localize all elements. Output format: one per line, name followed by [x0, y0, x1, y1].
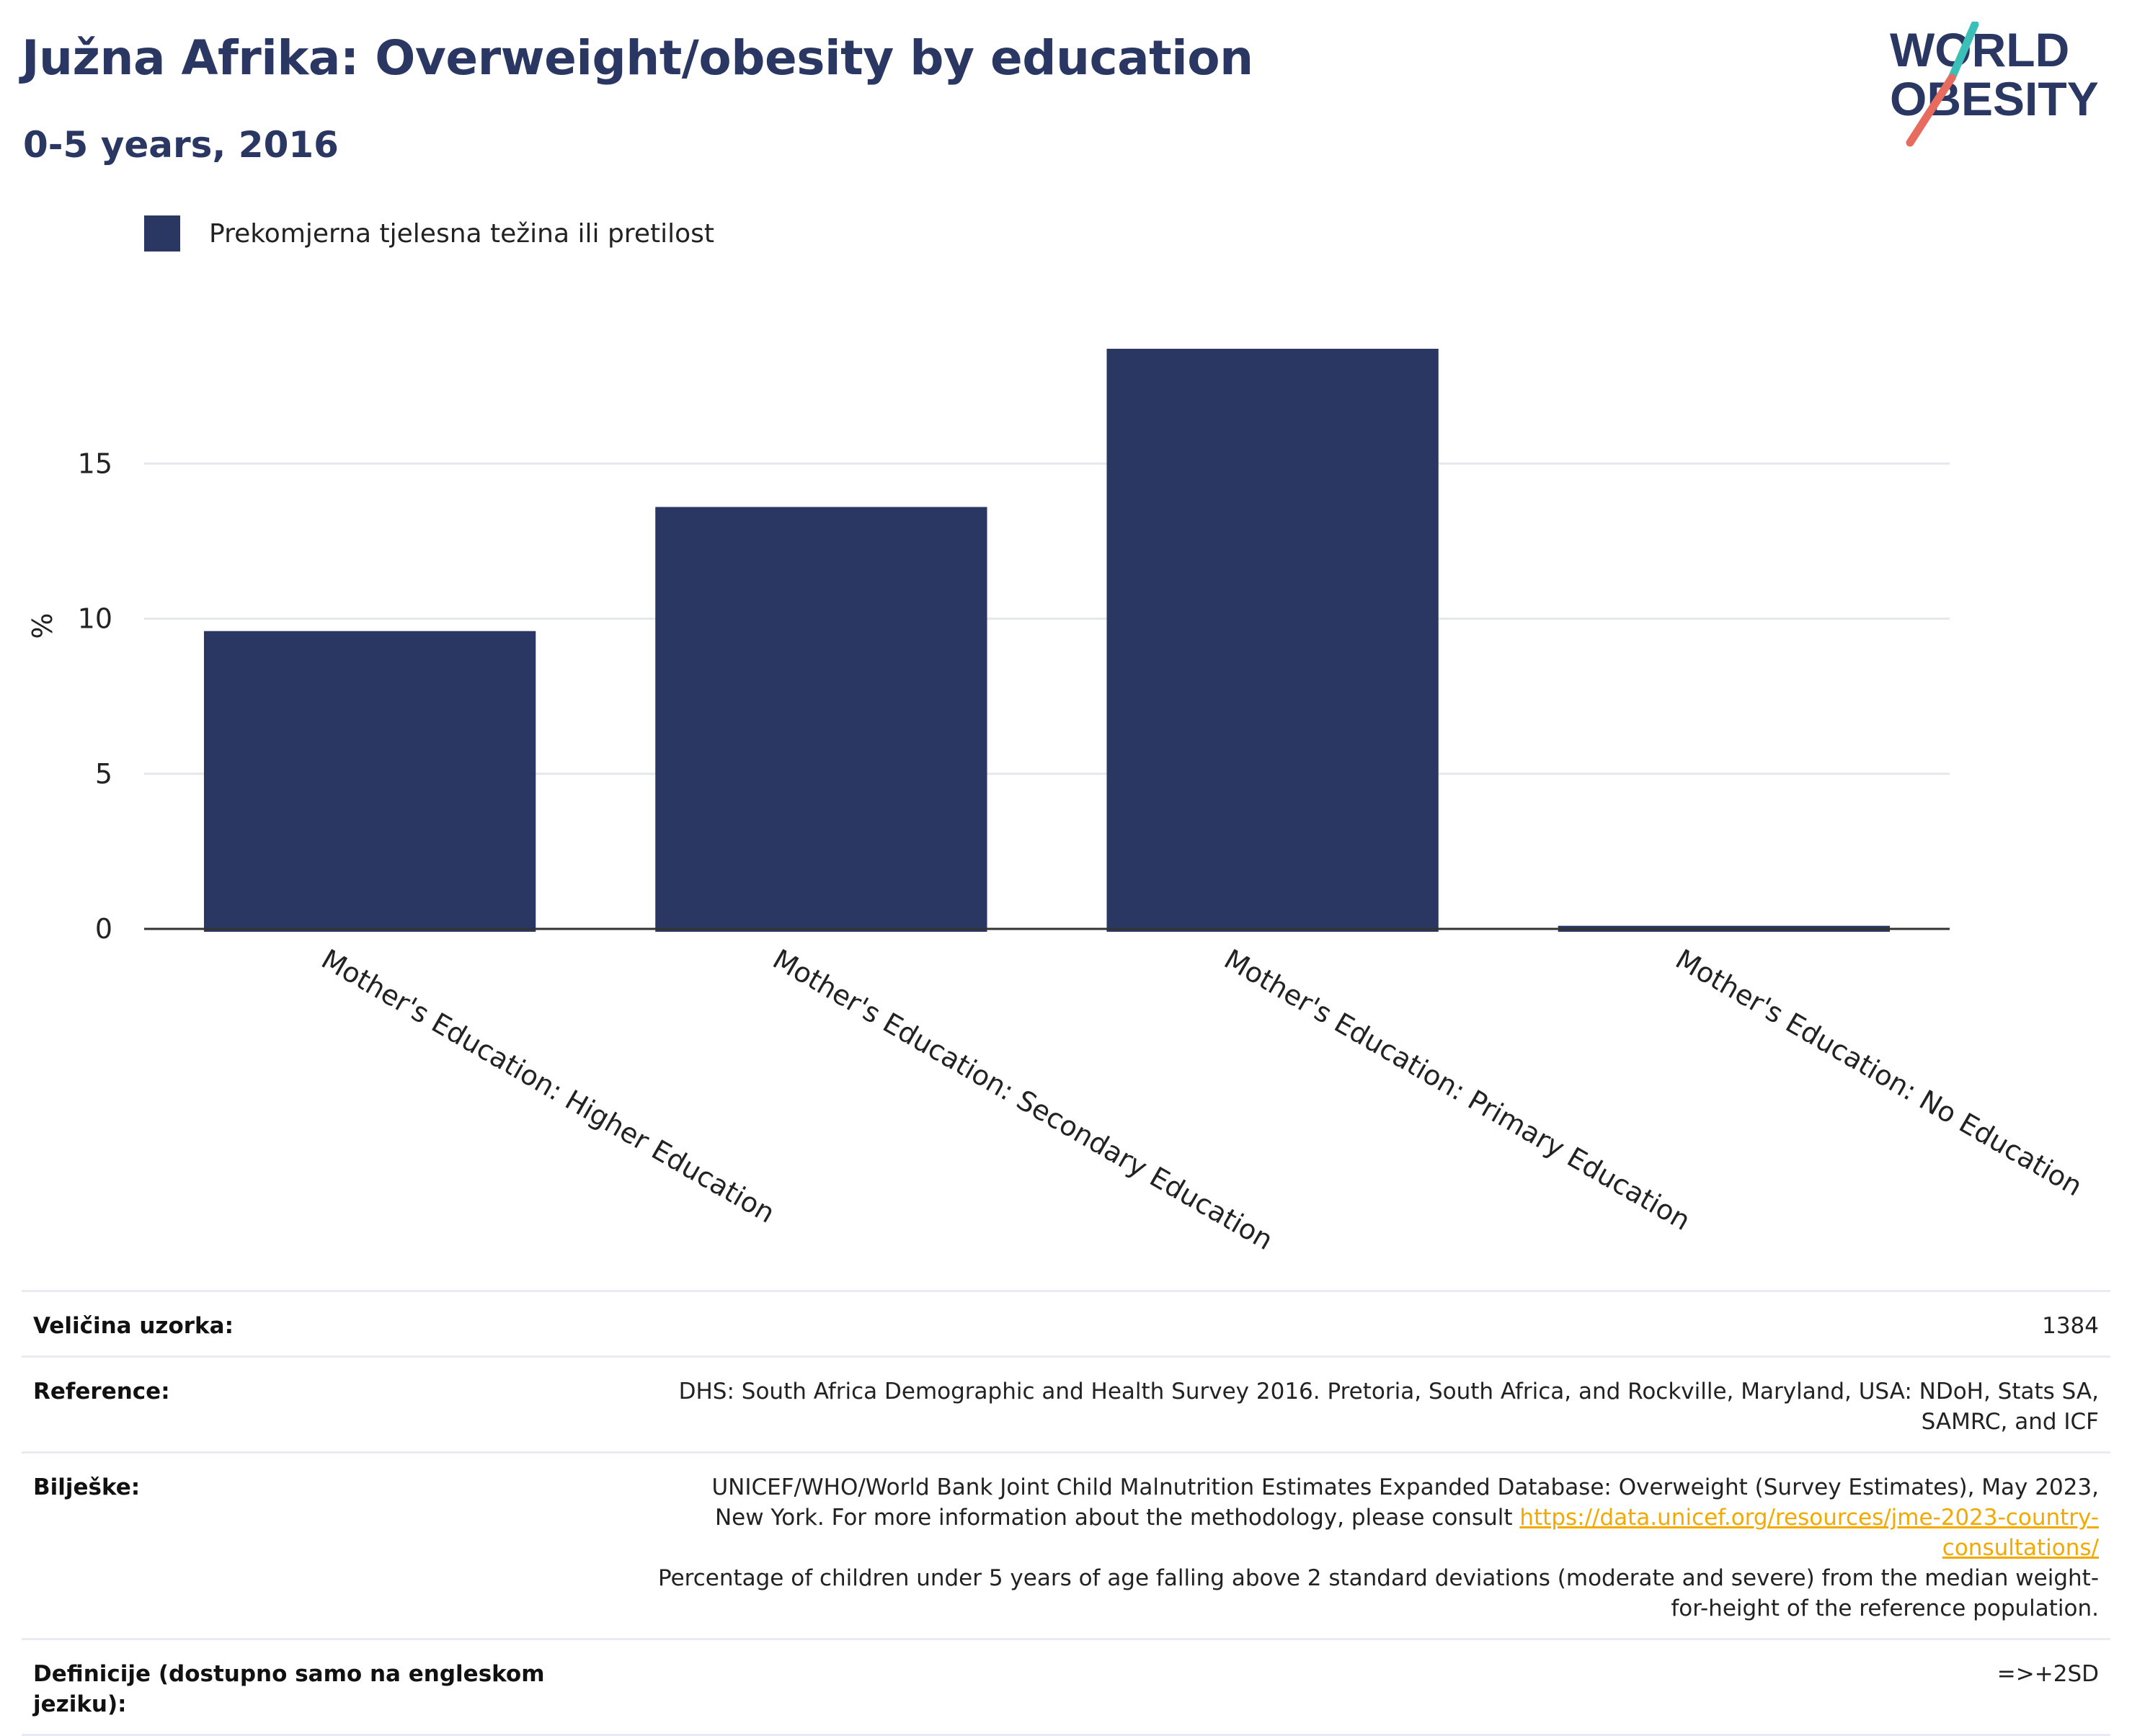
y-tick-label: 5 [95, 758, 112, 790]
y-axis-label: % [27, 613, 58, 638]
legend-swatch [144, 215, 180, 252]
info-row-definitions: Definicije (dostupno samo na engleskom j… [22, 1638, 2110, 1736]
notes-definition-text: Percentage of children under 5 years of … [657, 1565, 2099, 1621]
bar[interactable] [655, 507, 987, 932]
notes-value: UNICEF/WHO/World Bank Joint Child Malnut… [657, 1472, 2099, 1624]
reference-label: Reference: [33, 1379, 170, 1405]
notes-text: UNICEF/WHO/World Bank Joint Child Malnut… [711, 1474, 2099, 1531]
bar[interactable] [203, 631, 536, 932]
info-row-sample-size: Veličina uzorka: 1384 [22, 1290, 2110, 1356]
notes-label: Bilješke: [33, 1474, 141, 1500]
logo-slash-coral [1906, 74, 1956, 147]
page-title: Južna Afrika: Overweight/obesity by educ… [22, 30, 1253, 86]
methodology-link[interactable]: https://data.unicef.org/resources/jme-20… [1519, 1505, 2099, 1561]
sample-size-value: 1384 [2042, 1313, 2099, 1339]
x-tick-label: Mother's Education: Secondary Education [768, 943, 1279, 1257]
bar[interactable] [1106, 348, 1439, 932]
bar-chart: 0 5 10 15 Mother's Education: Higher Educat… [27, 348, 2088, 1257]
logo-slash-teal [1947, 22, 1979, 82]
logo-word-world: WORLD [1890, 23, 2069, 76]
y-tick-label: 15 [78, 448, 112, 479]
y-tick-label: 10 [78, 603, 112, 635]
page-subtitle: 0-5 years, 2016 [23, 124, 339, 166]
definitions-value: =>+2SD [1996, 1661, 2099, 1687]
info-row-reference: Reference: DHS: South Africa Demographic… [22, 1356, 2110, 1451]
x-tick-label: Mother's Education: Primary Education [1219, 943, 1696, 1237]
x-tick-label: Mother's Education: Higher Education [316, 943, 781, 1229]
y-tick-label: 0 [95, 913, 112, 945]
x-tick-label: Mother's Education: No Education [1670, 943, 2087, 1203]
info-table: Veličina uzorka: 1384 Reference: DHS: So… [22, 1290, 2110, 1736]
definitions-label: Definicije (dostupno samo na engleskom j… [33, 1661, 545, 1717]
info-row-notes: Bilješke: UNICEF/WHO/World Bank Joint Ch… [22, 1451, 2110, 1638]
legend-label: Prekomjerna tjelesna težina ili pretilos… [209, 218, 714, 249]
reference-value: DHS: South Africa Demographic and Health… [678, 1379, 2099, 1435]
chart-legend: Prekomjerna tjelesna težina ili pretilos… [144, 213, 714, 254]
sample-size-label: Veličina uzorka: [33, 1313, 234, 1339]
world-obesity-logo: WORLD OBESITY [1890, 22, 2099, 147]
